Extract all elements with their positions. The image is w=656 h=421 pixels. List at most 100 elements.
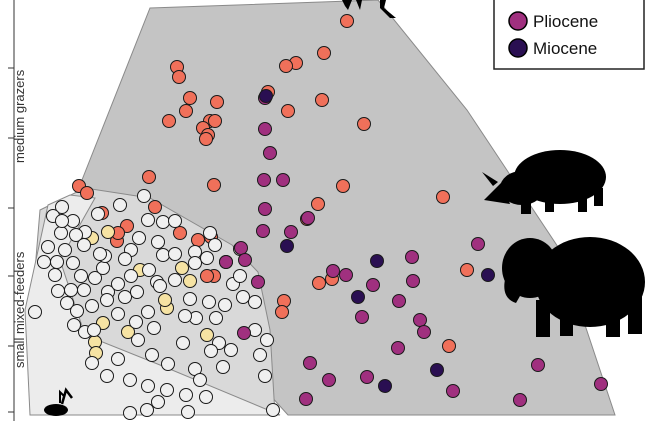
data-point-s2-20 [147, 321, 161, 335]
data-point-s3-18 [355, 310, 369, 324]
data-point-s2-85 [178, 309, 192, 323]
data-point-s2-89 [91, 207, 105, 221]
data-point-s0-10 [179, 104, 193, 118]
data-point-s2-38 [224, 343, 238, 357]
data-point-s0-20 [207, 178, 221, 192]
data-point-s2-25 [85, 356, 99, 370]
data-point-s3-12 [339, 268, 353, 282]
data-point-s2-88 [129, 315, 143, 329]
data-point-s1-4 [183, 274, 197, 288]
data-point-s0-24 [311, 197, 325, 211]
data-point-s2-7 [66, 256, 80, 270]
data-point-s3-2 [263, 146, 277, 160]
data-point-s2-17 [118, 290, 132, 304]
data-point-s3-9 [234, 241, 248, 255]
elephant-silhouette-icon [502, 237, 645, 337]
data-point-s3-4 [276, 173, 290, 187]
data-point-s2-32 [179, 388, 193, 402]
data-point-s4-3 [351, 290, 365, 304]
data-point-s3-5 [258, 202, 272, 216]
data-point-s2-60 [151, 235, 165, 249]
data-point-s2-82 [118, 252, 132, 266]
data-point-s2-23 [161, 357, 175, 371]
data-point-s3-28 [513, 393, 527, 407]
data-point-s2-40 [204, 344, 218, 358]
data-point-s2-98 [87, 323, 101, 337]
data-point-s4-1 [280, 239, 294, 253]
data-point-s2-59 [132, 231, 146, 245]
data-point-s3-27 [531, 358, 545, 372]
data-point-s3-19 [413, 313, 427, 327]
data-point-s2-55 [51, 284, 65, 298]
data-point-s2-27 [123, 373, 137, 387]
data-point-s2-44 [202, 295, 216, 309]
data-point-s2-34 [140, 403, 154, 417]
data-point-s2-22 [145, 348, 159, 362]
data-point-s0-29 [148, 200, 162, 214]
data-point-s2-86 [218, 298, 232, 312]
data-point-s0-37 [312, 276, 326, 290]
data-point-s0-25 [436, 190, 450, 204]
data-point-s2-45 [183, 292, 197, 306]
data-point-s2-50 [111, 277, 125, 291]
data-point-s2-0 [55, 200, 69, 214]
points-layer [28, 14, 608, 420]
data-point-s0-19 [142, 170, 156, 184]
data-point-s2-80 [113, 198, 127, 212]
data-point-s4-2 [370, 254, 384, 268]
legend-label-pliocene: Pliocene [533, 12, 598, 31]
data-point-s3-15 [366, 278, 380, 292]
data-point-s0-31 [191, 233, 205, 247]
data-point-s2-70 [233, 269, 247, 283]
data-point-s2-18 [111, 307, 125, 321]
data-point-s2-76 [248, 295, 262, 309]
legend: Pliocene Miocene [493, 0, 645, 70]
data-point-s3-6 [301, 211, 315, 225]
data-point-s3-31 [237, 326, 251, 340]
data-point-s4-5 [378, 379, 392, 393]
data-point-s3-14 [405, 250, 419, 264]
data-point-s2-49 [124, 269, 138, 283]
data-point-s0-11 [162, 114, 176, 128]
axis-label-small-mixed-feeders: small mixed-feeders [12, 251, 27, 368]
data-point-s4-0 [259, 89, 273, 103]
data-point-s2-5 [37, 255, 51, 269]
data-point-s0-16 [357, 117, 371, 131]
data-point-s1-1 [101, 225, 115, 239]
data-point-s3-30 [299, 392, 313, 406]
data-point-s2-39 [216, 360, 230, 374]
legend-marker-miocene [508, 38, 528, 58]
data-point-s2-11 [77, 283, 91, 297]
data-point-s0-41 [442, 339, 456, 353]
data-point-s2-92 [181, 405, 195, 419]
data-point-s2-54 [64, 283, 78, 297]
legend-marker-pliocene [508, 11, 528, 31]
data-point-s2-53 [70, 304, 84, 318]
data-point-s0-1 [317, 46, 331, 60]
data-point-s2-95 [137, 189, 151, 203]
data-point-s3-16 [406, 274, 420, 288]
data-point-s1-7 [121, 325, 135, 339]
data-point-s4-6 [430, 363, 444, 377]
data-point-s3-7 [256, 224, 270, 238]
data-point-s2-87 [203, 226, 217, 240]
data-point-s2-36 [199, 390, 213, 404]
data-point-s2-3 [41, 240, 55, 254]
data-point-s2-14 [67, 318, 81, 332]
data-point-s3-32 [219, 255, 233, 269]
data-point-s2-19 [141, 305, 155, 319]
data-point-s2-26 [100, 369, 114, 383]
data-point-s2-74 [258, 369, 272, 383]
data-point-s2-24 [111, 352, 125, 366]
data-point-s0-5 [172, 70, 186, 84]
rhinoceros-silhouette-icon [482, 150, 606, 214]
data-point-s2-21 [131, 333, 145, 347]
data-point-s3-11 [251, 275, 265, 289]
data-point-s1-11 [158, 293, 172, 307]
data-point-s3-29 [594, 377, 608, 391]
data-point-s2-56 [58, 243, 72, 257]
data-point-s0-39 [275, 305, 289, 319]
data-point-s2-29 [160, 383, 174, 397]
data-point-s3-22 [471, 237, 485, 251]
